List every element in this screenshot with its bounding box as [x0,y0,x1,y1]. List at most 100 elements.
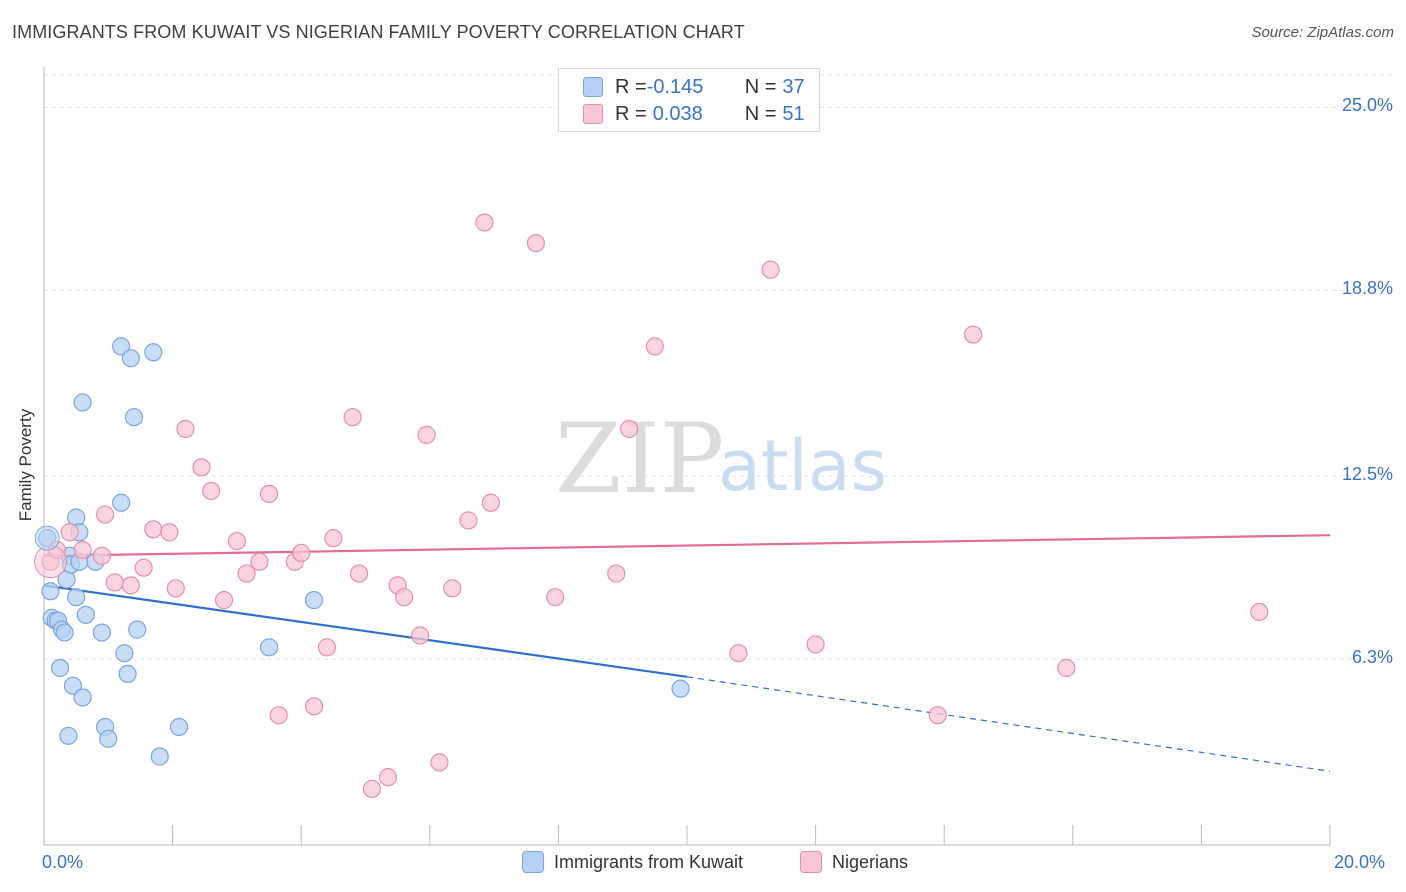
data-point [214,591,234,610]
series-swatch-nigerians [800,851,822,873]
data-point [160,523,179,542]
y-tick-label: 25.0% [1341,95,1393,116]
data-point [144,520,163,539]
data-point [73,393,92,412]
data-point [150,747,169,766]
legend-n-value: 51 [782,102,805,125]
data-point [176,419,195,439]
trend-lines [43,534,1331,772]
data-point [192,458,211,477]
legend-row-kuwait: R = -0.145 N = 37 [583,74,805,100]
y-tick-label: 18.8% [1341,278,1393,299]
data-point [76,605,95,624]
source-label: Source: ZipAtlas.com [1251,24,1394,41]
data-point [124,408,144,427]
x-tick-label-max: 20.0% [1334,852,1386,872]
x-tick-label-min: 0.0% [42,852,84,872]
data-point [73,540,92,560]
watermark-atlas: atlas [718,425,887,507]
data-point [112,493,131,512]
data-point [259,638,279,657]
trend-line-kuwait [43,584,688,678]
data-point [144,343,163,362]
data-point [50,658,70,678]
data-point [1250,602,1269,622]
data-point [411,626,430,645]
data-point [430,753,449,772]
legend-n-value: 37 [782,75,805,98]
chart-title: IMMIGRANTS FROM KUWAIT VS NIGERIAN FAMIL… [12,22,745,42]
series-legend: Immigrants from Kuwait Nigerians [0,851,1406,879]
legend-r-label: R = [615,75,647,98]
series-legend-nigerians: Nigerians [800,851,908,873]
series-label-kuwait: Immigrants from Kuwait [554,851,744,872]
data-point [481,493,500,512]
y-tick-label: 12.5% [1341,464,1393,485]
data-point [394,588,414,607]
data-point [63,676,83,695]
data-point [112,337,131,356]
data-point [115,644,134,663]
data-point [304,697,324,716]
legend-n-label: N = [744,75,777,98]
data-point [41,582,60,601]
data-point [169,717,189,737]
data-point [526,234,545,253]
data-point [202,481,221,501]
watermark: ZIP atlas [555,403,887,515]
data-point [105,573,124,592]
data-point [459,511,478,530]
data-point [729,644,748,663]
series-label-nigerians: Nigerians [832,851,909,872]
legend-r-value: 0.038 [652,102,703,125]
data-point [73,688,92,707]
data-point [362,779,382,799]
data-point [645,337,664,356]
legend-n-label: N = [744,102,777,125]
data-point-cluster [33,545,67,579]
data-point [417,425,436,444]
data-point [121,576,140,595]
data-point [166,579,185,598]
data-point [343,408,362,427]
series-swatch-kuwait [522,851,544,873]
data-point [128,620,147,639]
legend-swatch-kuwait [583,77,603,97]
data-point [121,349,140,368]
data-point [237,564,256,583]
data-point-cluster [34,525,60,551]
y-tick-label: 6.3% [1351,647,1393,668]
data-point [95,505,115,524]
y-axis-label: Family Poverty [16,408,35,522]
data-point [607,564,626,583]
data-point [269,706,288,725]
stats-legend: R = -0.145 N = 37 R = 0.038 N = 51 [558,68,820,132]
data-point [317,638,337,657]
data-point [620,419,639,439]
data-point [259,484,279,504]
trend-line-nigerians [43,534,1331,557]
data-point [928,706,947,725]
data-point [118,664,137,683]
data-point [304,591,324,610]
data-point [227,532,246,551]
data-point [92,623,111,642]
data-point [324,529,343,548]
series-legend-kuwait: Immigrants from Kuwait [522,851,743,873]
data-point [1057,658,1076,678]
legend-r-label: R = [615,102,647,125]
data-point [443,579,462,598]
data-point [134,558,153,577]
trend-line-extension [686,676,1331,772]
watermark-zip: ZIP [555,403,724,515]
data-point [250,552,269,571]
data-point [475,213,494,232]
data-point [92,546,111,565]
axes [43,66,1331,846]
legend-swatch-nigerians [583,104,603,124]
data-point [378,768,398,787]
data-point [292,543,311,563]
data-point [546,588,565,607]
data-point [671,679,690,698]
